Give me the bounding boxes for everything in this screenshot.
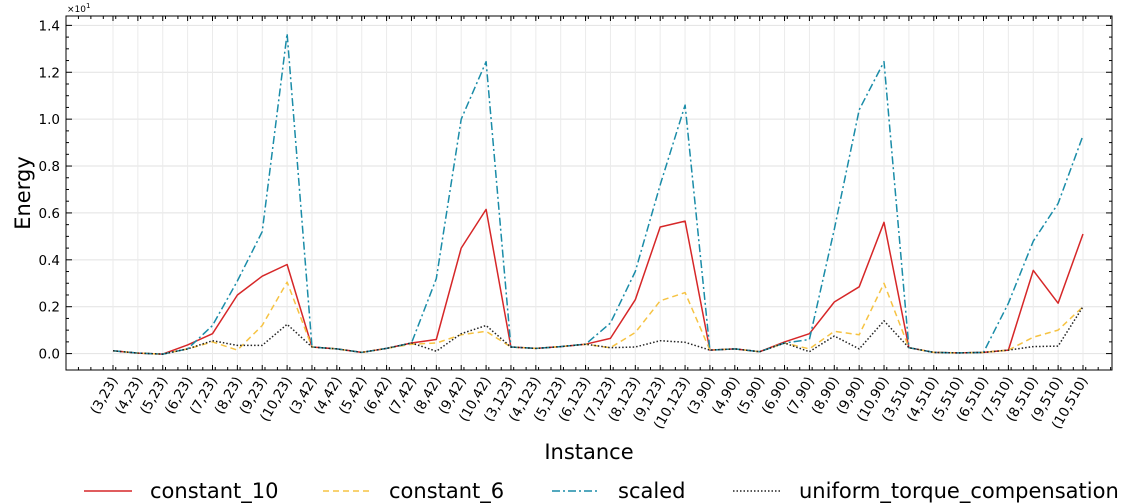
plot-frame [65,15,1113,371]
series-line-uniform-torque-compensation [112,306,1084,355]
legend-label-uniform-torque-compensation: uniform_torque_compensation [799,479,1119,504]
legend-label-constant-6: constant_6 [389,479,504,504]
y-tick-label: 0.6 [39,206,60,222]
y-tick-label: 0.8 [39,159,60,175]
legend-label-constant-10: constant_10 [150,479,279,504]
y-tick-label: 0.2 [39,300,60,316]
series-line-constant-10 [112,208,1084,355]
y-tick-label: 1.2 [39,65,60,81]
y-tick-label: 1.4 [39,18,60,34]
legend: constant_10 constant_6 scaled uniform_torqu… [84,479,1119,504]
y-tick-label: 0.0 [39,347,60,363]
series-line-constant-6 [112,281,1084,355]
series-line-scaled [112,32,1084,355]
grid [66,16,1112,370]
legend-label-scaled: scaled [618,479,685,503]
y-tick-label: 1.0 [39,112,60,128]
series-lines [112,32,1084,355]
y-axis-multiplier: ×101 [67,2,90,15]
y-axis-label: Energy [11,156,35,230]
y-tick-label: 0.4 [39,253,60,269]
x-axis-label: Instance [544,440,633,464]
